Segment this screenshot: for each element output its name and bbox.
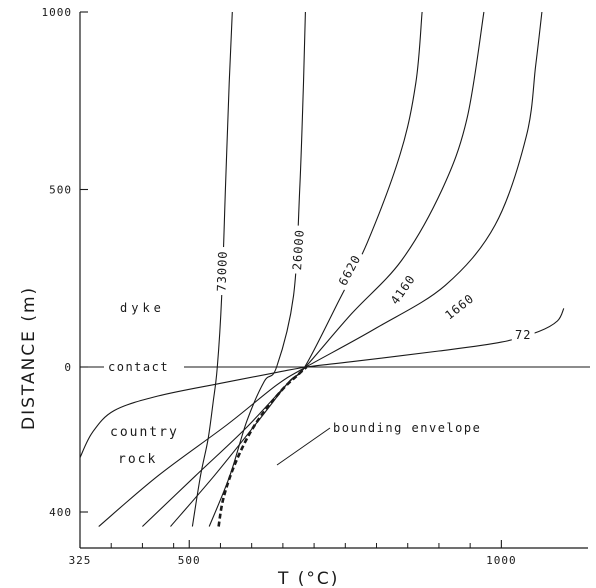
series-label-bg xyxy=(214,246,230,296)
region-label-rock: rock xyxy=(118,452,157,467)
region-label-country: country xyxy=(110,425,179,440)
series-line-4160 xyxy=(142,11,485,527)
series-label-6620: 6620 xyxy=(334,249,365,291)
series-label-bg xyxy=(334,249,365,291)
series-label-4160: 4160 xyxy=(385,269,420,310)
contact-label-gap xyxy=(104,358,184,376)
axes xyxy=(79,12,590,549)
series-label-text: 4160 xyxy=(388,272,418,307)
series-label-bg xyxy=(289,225,307,275)
series-label-text: 6620 xyxy=(336,252,364,288)
ticks: 1000 500 0 400 325 500 1000 xyxy=(42,6,517,567)
y-tick-label: 0 xyxy=(64,361,72,374)
series-label-73000: 73000 xyxy=(214,246,230,296)
x-tick-label: 1000 xyxy=(486,554,517,567)
series-label-1660: 1660 xyxy=(439,289,479,324)
series-line-6620 xyxy=(170,11,423,527)
series-line-26000 xyxy=(208,11,306,527)
series-line-1660 xyxy=(98,11,543,527)
series-line-72 xyxy=(79,308,565,458)
y-tick-label: 1000 xyxy=(42,6,73,19)
x-tick-label: 500 xyxy=(178,554,201,567)
x-axis-title: T (°C) xyxy=(277,569,339,588)
series-label-text: 72 xyxy=(515,328,531,342)
series-line-73000 xyxy=(191,11,233,527)
series-label-72: 72 xyxy=(511,327,535,342)
series-label-bg xyxy=(511,327,535,341)
y-tick-label: 500 xyxy=(49,184,72,197)
region-label-contact: contact xyxy=(108,360,169,374)
envelope-label: bounding envelope xyxy=(333,421,481,435)
envelope-leader-line xyxy=(276,427,331,466)
series-label-26000: 26000 xyxy=(289,225,307,275)
series-label-text: 73000 xyxy=(214,250,229,292)
series-label-text: 26000 xyxy=(290,229,307,271)
series-label-text: 1660 xyxy=(442,291,477,322)
series-label-bg xyxy=(439,289,479,324)
y-axis-title: DISTANCE (m) xyxy=(19,286,39,430)
bounding-envelope-line xyxy=(217,366,308,527)
curves xyxy=(79,11,565,527)
region-label-dyke: dyke xyxy=(120,301,165,315)
labels: dyke country rock bounding envelope T (°… xyxy=(19,225,535,588)
y-tick-label: 400 xyxy=(49,506,72,519)
x-tick-label: 325 xyxy=(69,554,92,567)
series-label-bg xyxy=(385,269,420,310)
